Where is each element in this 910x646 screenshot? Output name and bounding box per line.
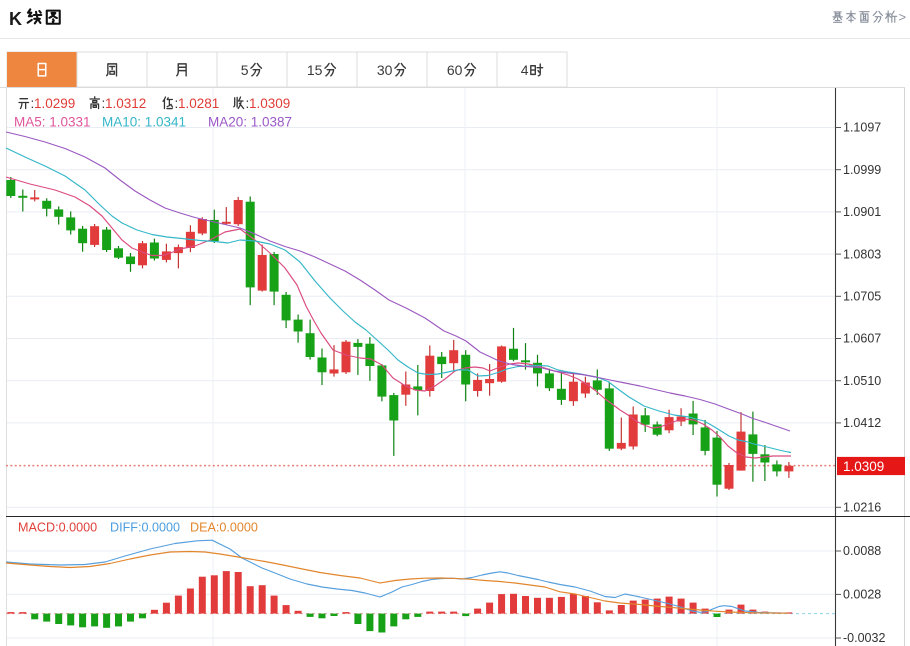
svg-text:1.0299: 1.0299	[34, 96, 75, 111]
svg-text:1.0312: 1.0312	[105, 96, 146, 111]
svg-text:15: 15	[307, 62, 323, 78]
svg-text:1.0705: 1.0705	[843, 290, 881, 304]
svg-text:MA5: 1.0331: MA5: 1.0331	[14, 115, 91, 130]
svg-text:1.0216: 1.0216	[843, 501, 881, 515]
svg-text:1.0281: 1.0281	[178, 96, 219, 111]
svg-text:1.1097: 1.1097	[843, 121, 881, 135]
svg-text:DIFF:0.0000: DIFF:0.0000	[110, 521, 180, 535]
svg-text:1.0607: 1.0607	[843, 332, 881, 346]
svg-text:1.0510: 1.0510	[843, 374, 881, 388]
svg-text:30: 30	[377, 62, 393, 78]
svg-text::: :	[246, 96, 250, 111]
svg-text:>: >	[899, 10, 907, 25]
svg-text:1.0901: 1.0901	[843, 205, 881, 219]
svg-text:4: 4	[521, 62, 529, 78]
svg-text:1.0803: 1.0803	[843, 247, 881, 261]
svg-text:MA10: 1.0341: MA10: 1.0341	[102, 115, 186, 130]
svg-text:1.0309: 1.0309	[843, 459, 884, 474]
svg-text:1.0412: 1.0412	[843, 416, 881, 430]
svg-text:0.0028: 0.0028	[843, 588, 881, 602]
svg-text::: :	[175, 96, 179, 111]
svg-text::: :	[31, 96, 35, 111]
svg-text:5: 5	[241, 62, 249, 78]
svg-text:DEA:0.0000: DEA:0.0000	[190, 521, 258, 535]
svg-text:60: 60	[447, 62, 463, 78]
svg-text:0.0088: 0.0088	[843, 544, 881, 558]
svg-text::: :	[102, 96, 106, 111]
svg-text:K: K	[9, 9, 22, 29]
svg-text:MACD:0.0000: MACD:0.0000	[18, 521, 97, 535]
svg-text:-0.0032: -0.0032	[843, 631, 885, 645]
svg-text:1.0999: 1.0999	[843, 163, 881, 177]
svg-text:1.0309: 1.0309	[249, 96, 290, 111]
svg-text:MA20: 1.0387: MA20: 1.0387	[208, 115, 292, 130]
